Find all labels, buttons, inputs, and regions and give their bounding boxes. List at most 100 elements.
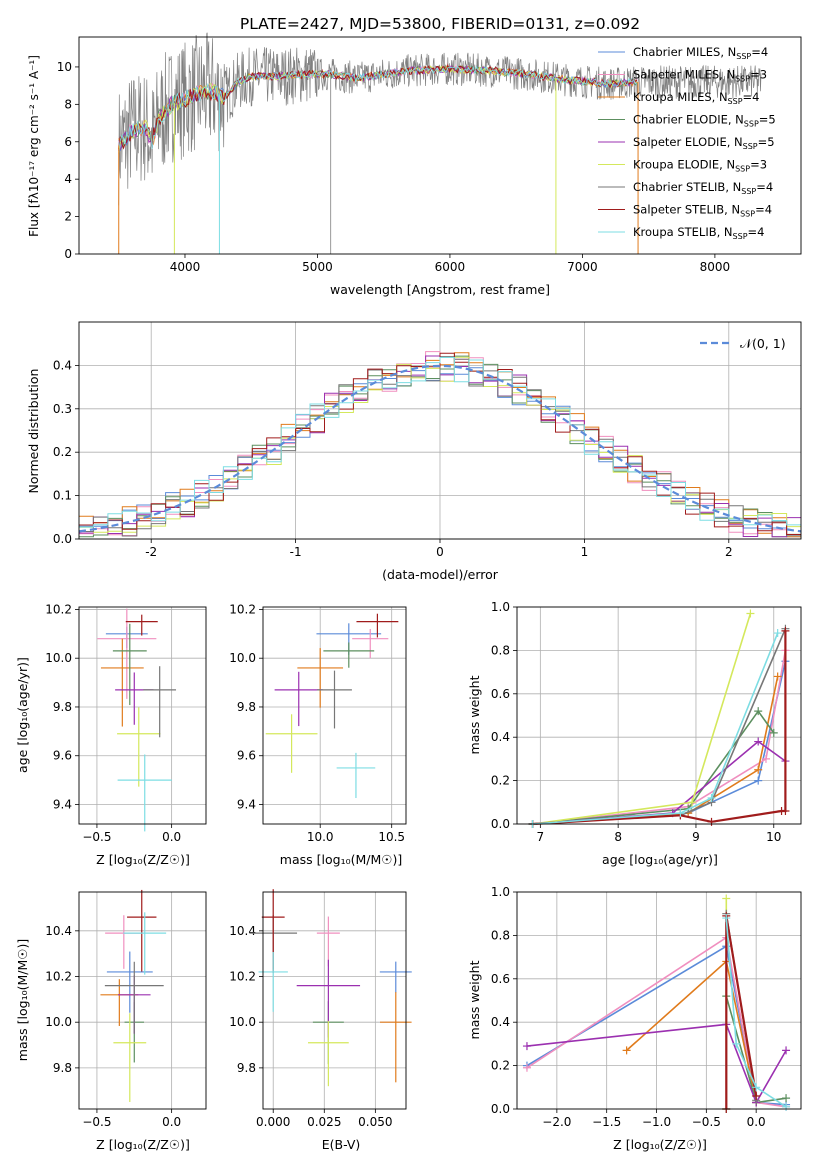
y-tick-label: 0.2 (491, 1059, 510, 1073)
weight-marker (754, 737, 763, 746)
y-tick-label: 0.4 (53, 358, 72, 372)
x-tick-label: 0.000 (256, 1115, 290, 1129)
weight-series (532, 613, 752, 825)
y-tick-label: 0 (64, 247, 72, 261)
hist-ylabel: Normed distribution (26, 369, 41, 494)
x-tick-label: 8000 (700, 260, 731, 274)
legend-text: =4 (751, 45, 768, 59)
y-tick-label: 10.0 (229, 1015, 256, 1029)
y-tick-label: 10.4 (45, 924, 72, 938)
legend-text: =4 (756, 180, 773, 194)
y-tick-label: 10 (57, 60, 72, 74)
y-tick-label: 9.6 (237, 749, 256, 763)
hist-series (79, 356, 801, 537)
x-tick-label: −0.5 (692, 1115, 721, 1129)
x-tick-label: -1 (290, 545, 302, 559)
legend-text: =4 (748, 225, 765, 239)
x-tick-label: 7 (537, 830, 545, 844)
y-tick-label: 0.0 (53, 532, 72, 546)
weight-marker (781, 626, 790, 635)
axes-frame (78, 36, 802, 255)
legend-text: =5 (759, 113, 776, 127)
hist-xlabel: (data-model)/error (382, 567, 499, 582)
weight-marker (782, 1102, 791, 1111)
legend-entry: Chabrier ELODIE, NSSP=5 (633, 113, 776, 129)
y-tick-label: 0.3 (53, 402, 72, 416)
x-tick-label: 0 (436, 545, 444, 559)
x-tick-label: −0.5 (82, 830, 111, 844)
y-tick-label: 0.6 (491, 687, 510, 701)
y-tick-label: 8 (64, 97, 72, 111)
axes-frame (78, 606, 207, 825)
hist-series (79, 357, 801, 528)
x-tick-label: 0.0 (747, 1115, 766, 1129)
x-tick-label: 8 (614, 830, 622, 844)
y-tick-label: 10.0 (45, 651, 72, 665)
weight-marker (782, 1046, 791, 1055)
y-tick-label: 0.0 (491, 817, 510, 831)
spectrum-ylabel: Flux [fλ10⁻¹⁷ erg cm⁻² s⁻¹ A⁻¹] (27, 55, 41, 237)
x-tick-label: 10.5 (378, 830, 405, 844)
weight-marker (761, 754, 770, 763)
y-tick-label: 0.2 (53, 445, 72, 459)
y-tick-label: 10.0 (45, 1015, 72, 1029)
y-tick-label: 1.0 (491, 885, 510, 899)
legend-sub: SSP (733, 232, 748, 241)
legend-sub: SSP (728, 97, 743, 106)
x-tick-label: 0.0 (162, 1115, 181, 1129)
age-vs-z-xlabel: Z [log₁₀(Z/Z☉)] (96, 852, 190, 867)
x-tick-label: −2.0 (542, 1115, 571, 1129)
weight-series (532, 630, 787, 826)
weight-marker (754, 707, 763, 716)
age-vs-mass-xlabel: mass [log₁₀(M/M☉)] (280, 852, 402, 867)
legend-text: Chabrier MILES, N (633, 45, 736, 59)
mass-vs-ebv-xlabel: E(B-V) (322, 1137, 361, 1152)
weight-marker (769, 728, 778, 737)
y-tick-label: 9.4 (237, 797, 256, 811)
legend-text: =4 (743, 90, 760, 104)
legend-sub: SSP (741, 187, 756, 196)
y-tick-label: 10.2 (229, 602, 256, 616)
y-tick-label: 4 (64, 172, 72, 186)
x-tick-label: 4000 (170, 260, 201, 274)
legend-sub: SSP (740, 210, 755, 219)
weight-series (532, 661, 787, 825)
axes-frame (78, 891, 207, 1110)
y-tick-label: 0.4 (491, 730, 510, 744)
weight-marker (722, 894, 731, 903)
weight-series (532, 676, 779, 825)
y-tick-label: 9.8 (53, 1061, 72, 1075)
y-tick-label: 2 (64, 210, 72, 224)
weight-vs-z-xlabel: Z [log₁₀(Z/Z☉)] (613, 1137, 707, 1152)
y-tick-label: 6 (64, 135, 72, 149)
spectrum-model-line (118, 63, 638, 150)
legend-entry: Salpeter STELIB, NSSP=4 (633, 203, 772, 219)
x-tick-label: 0.050 (358, 1115, 392, 1129)
weight-series (725, 917, 787, 1108)
legend-text: =5 (758, 135, 775, 149)
y-tick-label: 9.8 (237, 700, 256, 714)
weight-marker (707, 817, 716, 826)
legend-sub: SSP (735, 75, 750, 84)
legend-entry: Kroupa STELIB, NSSP=4 (633, 225, 764, 241)
weight-marker (773, 672, 782, 681)
weight-marker (746, 609, 755, 618)
legend-entry: Salpeter MILES, NSSP=3 (633, 68, 767, 84)
weight-marker (752, 1091, 761, 1100)
weight-marker (522, 1042, 531, 1051)
legend-text: Kroupa MILES, N (633, 90, 728, 104)
axes-frame (78, 321, 802, 540)
y-tick-label: 10.4 (229, 924, 256, 938)
weight-series (532, 709, 775, 825)
weight-marker (754, 765, 763, 774)
weight-marker (781, 806, 790, 815)
mass-vs-z-ylabel: mass [log₁₀(M/M☉)] (15, 939, 30, 1061)
weight-vs-age-ylabel: mass weight (467, 675, 482, 754)
y-tick-label: 0.4 (491, 1015, 510, 1029)
legend-entry: Salpeter ELODIE, NSSP=5 (633, 135, 775, 151)
x-tick-label: −1.5 (592, 1115, 621, 1129)
legend-text: =3 (750, 68, 767, 82)
y-tick-label: 0.2 (491, 774, 510, 788)
y-tick-label: 0.8 (491, 928, 510, 942)
